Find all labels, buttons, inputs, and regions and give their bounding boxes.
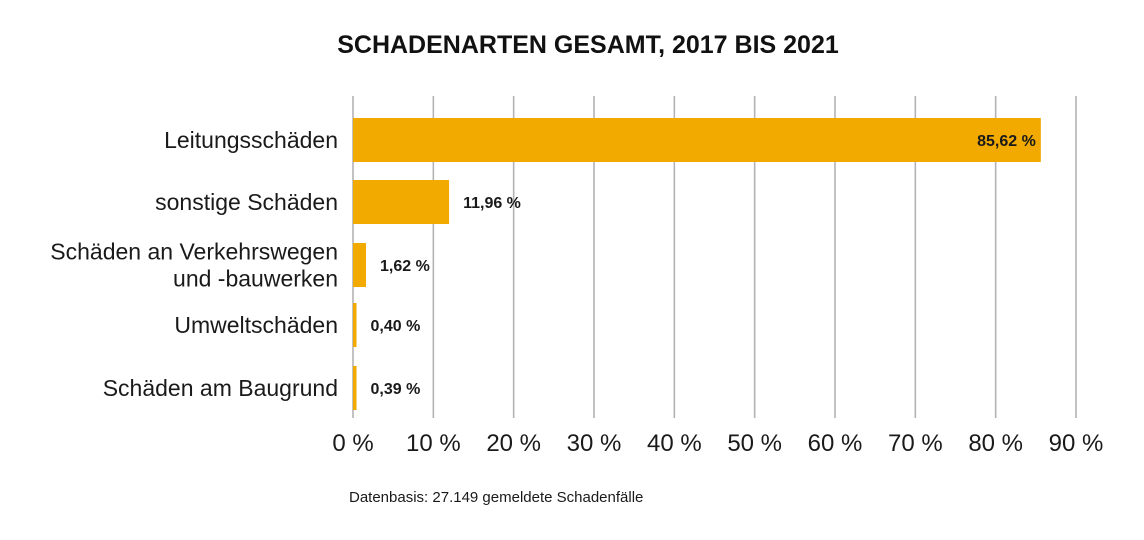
x-tick-label: 20 % <box>486 430 541 457</box>
chart-title: SCHADENARTEN GESAMT, 2017 BIS 2021 <box>337 31 839 59</box>
bar <box>353 180 450 224</box>
category-label: sonstige Schäden <box>155 189 338 215</box>
value-label: 0,39 % <box>371 381 421 398</box>
value-label: 1,62 % <box>380 258 430 275</box>
bar <box>353 303 357 347</box>
value-label: 85,62 % <box>977 133 1036 150</box>
value-label: 0,40 % <box>371 318 421 335</box>
category-label: Leitungsschäden <box>164 127 338 153</box>
value-label: 11,96 % <box>463 195 521 212</box>
x-tick-label: 30 % <box>567 430 622 457</box>
category-label: Schäden an Verkehrswegen <box>50 239 338 265</box>
bar <box>353 243 367 287</box>
category-label: Umweltschäden <box>174 312 338 338</box>
x-tick-label: 70 % <box>888 430 943 457</box>
x-tick-label: 40 % <box>647 430 702 457</box>
x-tick-label: 90 % <box>1049 430 1104 457</box>
category-label: und -bauwerken <box>173 266 338 292</box>
x-tick-label: 10 % <box>406 430 461 457</box>
x-tick-label: 0 % <box>332 430 373 457</box>
x-tick-label: 60 % <box>808 430 863 457</box>
category-labels: Leitungsschäden sonstige Schäden Schäden a… <box>50 127 338 401</box>
x-tick-label: 80 % <box>968 430 1023 457</box>
category-label: Schäden am Baugrund <box>103 375 338 401</box>
bars <box>353 118 1041 410</box>
footnote: Datenbasis: 27.149 gemeldete Schadenfäll… <box>349 489 643 506</box>
bar <box>353 366 357 410</box>
bar <box>353 118 1041 162</box>
x-tick-label: 50 % <box>727 430 782 457</box>
x-axis-tick-labels: 0 % 10 % 20 % 30 % 40 % 50 % 60 % 70 % 80 % 90 % <box>332 430 1103 457</box>
value-labels: 85,62 % 11,96 % 1,62 % 0,40 % 0,39 % <box>371 133 1036 398</box>
